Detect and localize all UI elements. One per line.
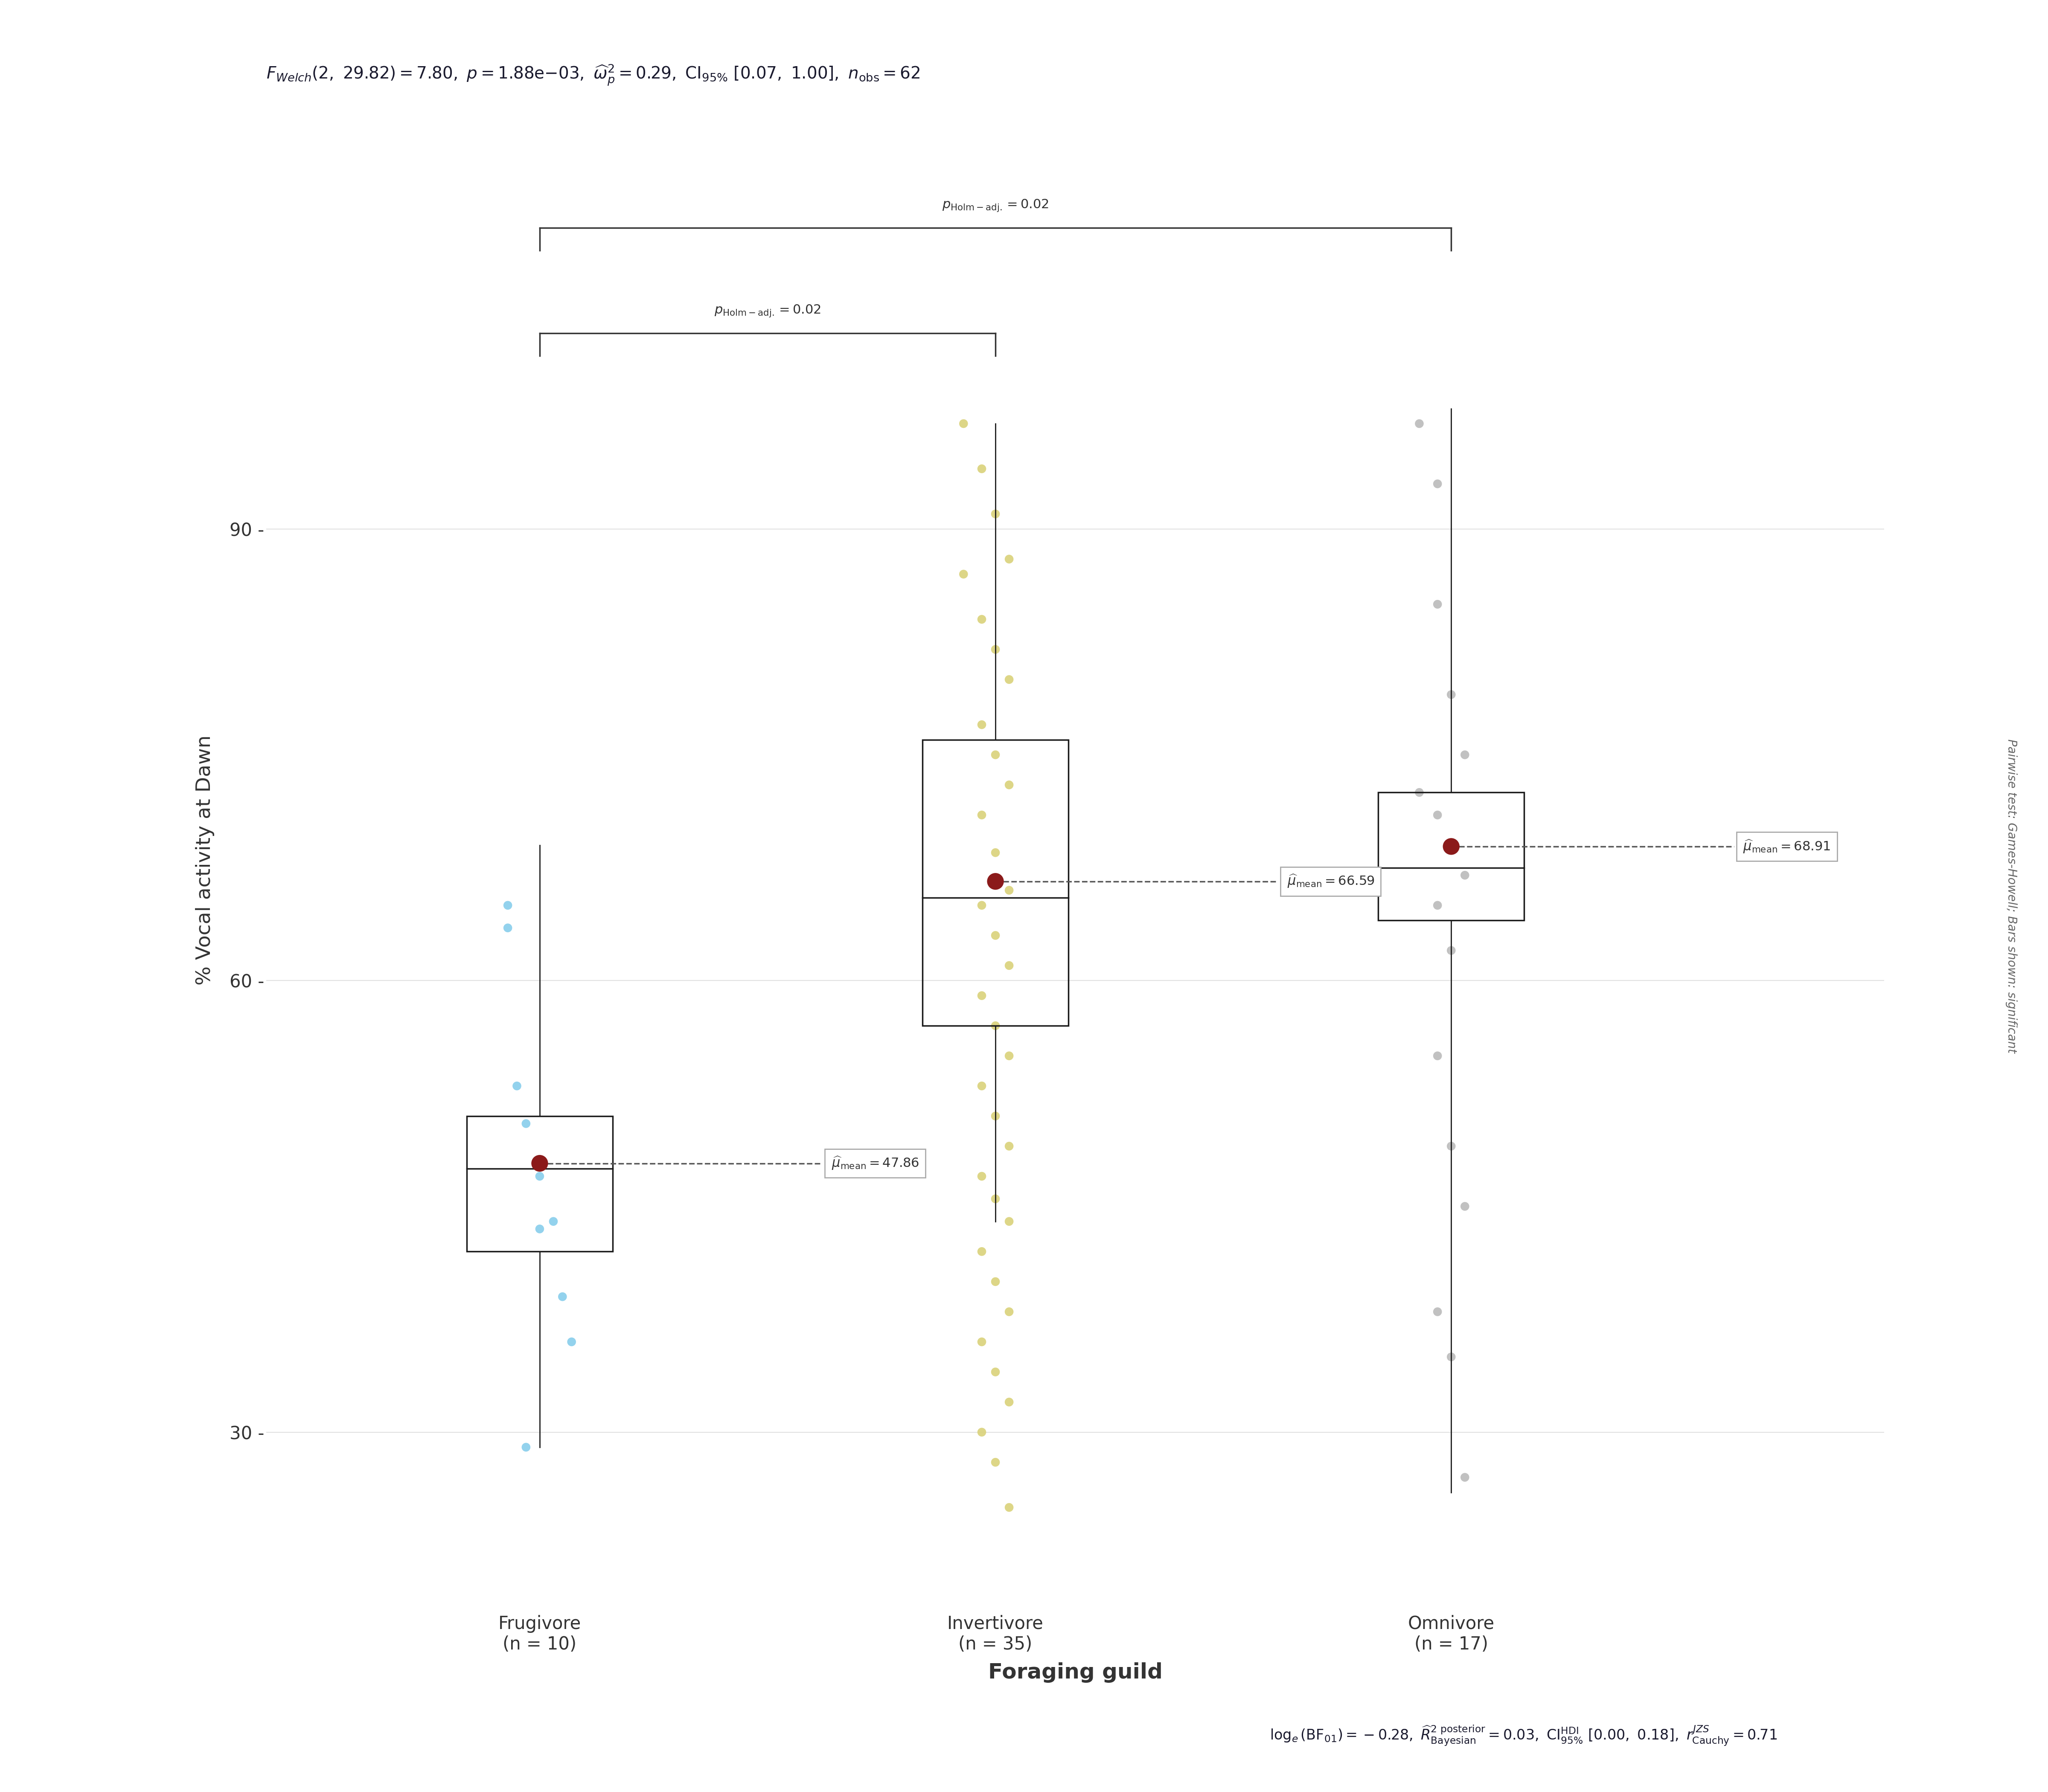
Point [1436, 1133, 1468, 1161]
Point [547, 1283, 580, 1312]
Point [965, 801, 997, 830]
Text: $p_{\mathrm{Holm-adj.}}=0.02$: $p_{\mathrm{Holm-adj.}}=0.02$ [942, 197, 1049, 213]
Point [1436, 1342, 1468, 1371]
X-axis label: Foraging guild: Foraging guild [987, 1663, 1163, 1683]
Point [979, 1267, 1012, 1296]
Point [979, 1448, 1012, 1477]
Point [492, 914, 524, 943]
Point [524, 1149, 557, 1177]
Point [979, 740, 1012, 769]
Point [1448, 1192, 1481, 1220]
Point [965, 982, 997, 1011]
Text: $\widehat{\mu}_{\mathrm{mean}}=47.86$: $\widehat{\mu}_{\mathrm{mean}}=47.86$ [831, 1156, 920, 1172]
Point [993, 771, 1026, 799]
Point [1421, 801, 1454, 830]
Point [993, 1041, 1026, 1070]
Bar [467, 1116, 612, 1251]
Point [1436, 831, 1468, 860]
Point [1436, 935, 1468, 964]
Bar [1378, 792, 1524, 921]
Point [1421, 590, 1454, 618]
Point [979, 1011, 1012, 1039]
Point [1403, 778, 1436, 806]
Point [1448, 740, 1481, 769]
Point [965, 1328, 997, 1357]
Text: $\widehat{\mu}_{\mathrm{mean}}=68.91$: $\widehat{\mu}_{\mathrm{mean}}=68.91$ [1743, 839, 1831, 855]
Point [979, 867, 1012, 896]
Point [492, 891, 524, 919]
Point [993, 665, 1026, 694]
Point [965, 1417, 997, 1446]
Point [555, 1328, 588, 1357]
Point [510, 1109, 543, 1138]
Point [979, 500, 1012, 529]
Point [1403, 409, 1436, 437]
Point [1436, 681, 1468, 710]
Point [993, 1493, 1026, 1521]
Point [965, 1161, 997, 1190]
Point [965, 606, 997, 634]
Point [1448, 1462, 1481, 1491]
Text: Pairwise test: Games-Howell; Bars shown: significant: Pairwise test: Games-Howell; Bars shown:… [2005, 738, 2017, 1054]
Point [979, 634, 1012, 663]
Point [993, 952, 1026, 980]
Point [1448, 860, 1481, 889]
Point [993, 1387, 1026, 1416]
Point [979, 1358, 1012, 1387]
Text: $\log_e(\mathrm{BF}_{01}) = -0.28,\ \widehat{R}^{2\ \mathrm{posterior}}_{\mathrm: $\log_e(\mathrm{BF}_{01}) = -0.28,\ \wid… [1270, 1724, 1778, 1747]
Text: $p_{\mathrm{Holm-adj.}}=0.02$: $p_{\mathrm{Holm-adj.}}=0.02$ [715, 303, 821, 319]
Point [500, 1072, 532, 1100]
Point [965, 710, 997, 738]
Point [979, 921, 1012, 950]
Bar [922, 740, 1069, 1025]
Point [965, 891, 997, 919]
Point [1421, 891, 1454, 919]
Point [979, 1102, 1012, 1131]
Point [993, 1133, 1026, 1161]
Point [946, 559, 979, 588]
Point [965, 1072, 997, 1100]
Point [510, 1434, 543, 1462]
Point [537, 1208, 569, 1236]
Point [1421, 1041, 1454, 1070]
Point [524, 1215, 557, 1244]
Point [965, 455, 997, 484]
Point [993, 545, 1026, 573]
Point [524, 1161, 557, 1190]
Y-axis label: % Vocal activity at Dawn: % Vocal activity at Dawn [195, 735, 215, 986]
Point [1421, 470, 1454, 498]
Point [1436, 831, 1468, 860]
Point [993, 876, 1026, 905]
Point [993, 1208, 1026, 1236]
Text: $\mathit{F}_{\mathit{Welch}}(2,\ 29.82) = 7.80,\ \mathit{p} = 1.88\mathrm{e}{-03: $\mathit{F}_{\mathit{Welch}}(2,\ 29.82) … [266, 63, 920, 86]
Point [1421, 1297, 1454, 1326]
Point [965, 1236, 997, 1265]
Point [993, 1297, 1026, 1326]
Text: $\widehat{\mu}_{\mathrm{mean}}=66.59$: $\widehat{\mu}_{\mathrm{mean}}=66.59$ [1286, 873, 1374, 889]
Point [946, 409, 979, 437]
Point [979, 839, 1012, 867]
Point [979, 1185, 1012, 1213]
